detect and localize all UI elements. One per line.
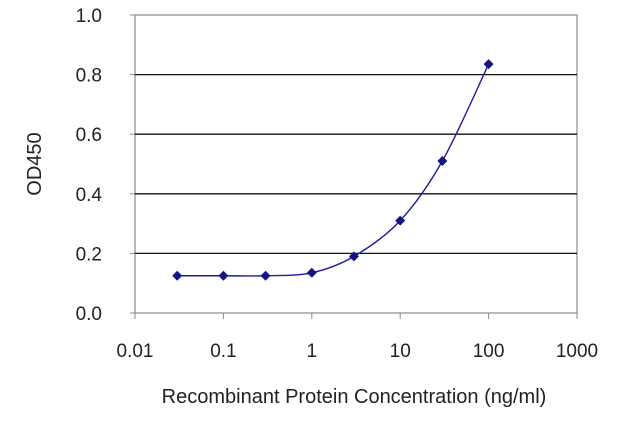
x-axis-ticks: 0.01 0.1 1 10 100 1000 xyxy=(117,313,598,362)
y-tick-label: 1.0 xyxy=(76,6,102,27)
x-tick-label: 0.01 xyxy=(117,341,154,362)
x-tick-label: 1 xyxy=(307,341,318,362)
data-point xyxy=(260,270,271,281)
data-point xyxy=(306,267,317,278)
data-point xyxy=(395,215,406,226)
data-point xyxy=(437,156,448,167)
x-tick-label: 0.1 xyxy=(210,341,236,362)
plot-area xyxy=(134,14,578,314)
x-axis-title: Recombinant Protein Concentration (ng/ml… xyxy=(162,386,547,408)
y-tick-label: 0.8 xyxy=(76,66,102,87)
x-tick-label: 10 xyxy=(390,341,411,362)
series-layer xyxy=(172,59,494,281)
x-tick-label: 100 xyxy=(473,341,505,362)
data-point xyxy=(172,270,183,281)
data-point xyxy=(483,59,494,70)
y-tick-label: 0.0 xyxy=(76,304,102,325)
y-axis-title: OD450 xyxy=(24,132,46,195)
data-point xyxy=(218,270,229,281)
data-point xyxy=(348,251,359,262)
y-tick-label: 0.4 xyxy=(76,185,103,206)
y-tick-label: 0.2 xyxy=(76,244,102,265)
x-tick-label: 1000 xyxy=(556,341,598,362)
y-tick-label: 0.6 xyxy=(76,125,102,146)
gridlines xyxy=(135,73,577,255)
y-axis-ticks: 0.0 0.2 0.4 0.6 0.8 1.0 xyxy=(76,6,135,325)
